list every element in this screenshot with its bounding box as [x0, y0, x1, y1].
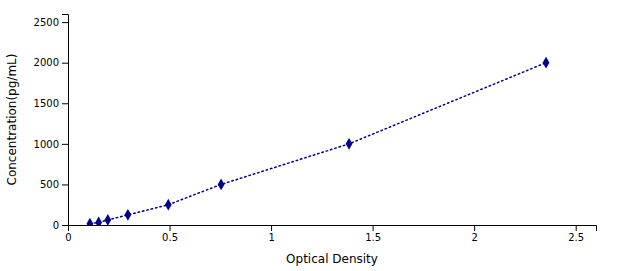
- tick: 2500: [34, 17, 68, 28]
- axis-line: [69, 226, 597, 232]
- tick-label: 0.5: [162, 232, 178, 243]
- tick-mark: [170, 225, 171, 231]
- tick-mark: [576, 225, 577, 231]
- marker: [346, 138, 353, 150]
- tick-label: 0: [65, 232, 71, 243]
- x-axis-title: Optical Density: [286, 252, 378, 266]
- tick-mark: [62, 63, 68, 64]
- tick: 2000: [34, 57, 68, 68]
- marker: [543, 57, 550, 69]
- marker: [218, 179, 225, 191]
- y-axis: 0 500 1000 1500 2000 2500: [34, 15, 69, 231]
- tick-label: 500: [40, 179, 59, 190]
- tick-mark: [62, 184, 68, 185]
- tick-mark: [62, 144, 68, 145]
- chart: 0 0.5 1 1.5 2 2.5 0 500 1000 1500 2000 2500 Optical …: [0, 0, 618, 271]
- tick: 0: [65, 225, 71, 243]
- x-axis: 0 0.5 1 1.5 2 2.5: [65, 225, 596, 243]
- tick-label: 1: [268, 232, 274, 243]
- tick-label: 1500: [34, 98, 59, 109]
- tick-label: 1.5: [365, 232, 381, 243]
- marker: [165, 199, 172, 211]
- tick-mark: [373, 225, 374, 231]
- tick: 500: [40, 179, 68, 190]
- tick-mark: [474, 225, 475, 231]
- tick-mark: [271, 225, 272, 231]
- tick-mark: [62, 225, 68, 226]
- tick: 2.5: [568, 225, 584, 243]
- tick: 1000: [34, 139, 68, 150]
- tick: 0: [53, 220, 68, 231]
- y-axis-title: Concentration(pg/mL): [5, 54, 19, 186]
- tick: 0.5: [162, 225, 178, 243]
- tick: 1500: [34, 98, 68, 109]
- marker: [87, 218, 94, 225]
- tick: 1: [268, 225, 274, 243]
- marker: [104, 214, 111, 225]
- series: [87, 57, 550, 225]
- tick-mark: [62, 103, 68, 104]
- tick-label: 2.5: [568, 232, 584, 243]
- tick: 2: [471, 225, 477, 243]
- tick: 1.5: [365, 225, 381, 243]
- marker: [95, 217, 102, 225]
- marker: [125, 209, 132, 221]
- line: [90, 63, 546, 224]
- plot: 0 0.5 1 1.5 2 2.5 0 500 1000 1500 2000 2500: [34, 15, 597, 244]
- tick-label: 2500: [34, 17, 59, 28]
- tick-label: 0: [53, 220, 59, 231]
- axis-line: [62, 15, 69, 226]
- tick-label: 2: [471, 232, 477, 243]
- tick-mark: [62, 22, 68, 23]
- tick-label: 2000: [34, 57, 59, 68]
- tick-label: 1000: [34, 139, 59, 150]
